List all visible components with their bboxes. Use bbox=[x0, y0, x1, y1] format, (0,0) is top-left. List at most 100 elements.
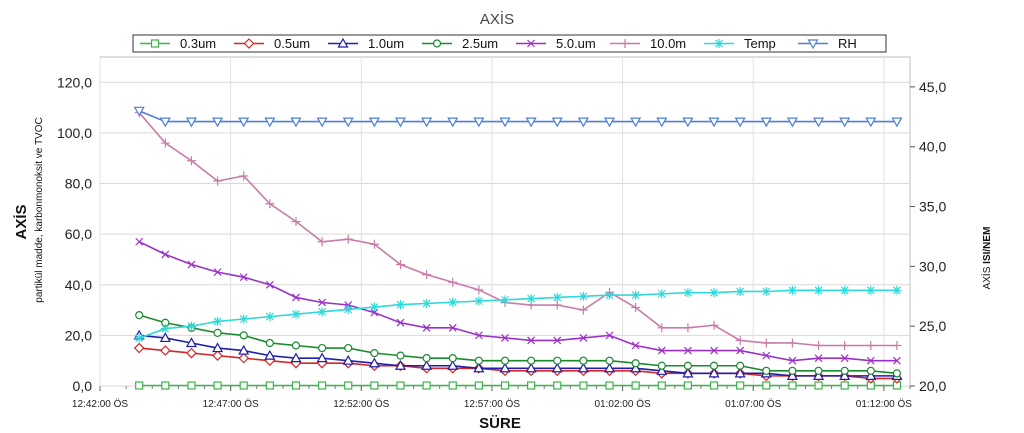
data-point-10-0m bbox=[343, 234, 353, 244]
data-point-5-0-um bbox=[527, 336, 536, 345]
series-10-0m bbox=[134, 108, 902, 351]
legend-marker-2-5um bbox=[432, 39, 442, 48]
data-point-rh bbox=[525, 117, 537, 128]
chart-title: AXİS bbox=[480, 10, 514, 28]
svg-text:5.0.um: 5.0.um bbox=[556, 36, 596, 51]
y-axis-title: AXİS bbox=[13, 204, 30, 239]
data-point-2-5um bbox=[762, 366, 771, 375]
data-point-10-0m bbox=[840, 341, 850, 351]
data-point-1-0um bbox=[865, 370, 877, 380]
data-point-5-0-um bbox=[370, 308, 379, 317]
data-point-10-0m bbox=[186, 156, 196, 166]
data-point-temp bbox=[265, 312, 275, 322]
data-point-temp bbox=[866, 285, 876, 295]
data-point-5-0-um bbox=[501, 333, 509, 342]
data-point-0-3um bbox=[265, 381, 274, 390]
data-point-5-0-um bbox=[265, 280, 274, 289]
data-point-temp bbox=[552, 292, 562, 302]
data-point-2-5um bbox=[579, 356, 588, 365]
svg-text:Temp: Temp bbox=[744, 36, 776, 51]
legend-item-5.0.um: 5.0.um bbox=[516, 36, 596, 51]
data-point-temp bbox=[160, 324, 170, 334]
data-point-0-3um bbox=[448, 381, 457, 390]
data-point-5-0-um bbox=[814, 354, 823, 363]
data-point-0-3um bbox=[422, 381, 431, 390]
y-axis-sublabel: partikül madde, karbonmonoksit ve TVOC bbox=[34, 117, 45, 302]
data-point-10-0m bbox=[265, 199, 275, 209]
x-tick-label: 12:42:00 ÖS bbox=[72, 398, 128, 410]
data-point-5-0-um bbox=[736, 346, 745, 355]
data-point-rh bbox=[238, 117, 250, 128]
data-point-1-0um bbox=[368, 357, 380, 368]
data-point-1-0um bbox=[839, 370, 851, 380]
data-point-10-0m bbox=[787, 338, 797, 348]
data-point-rh bbox=[865, 117, 877, 128]
data-point-0-3um bbox=[239, 381, 248, 390]
data-point-temp bbox=[134, 333, 144, 343]
data-point-temp bbox=[787, 285, 797, 295]
data-point-2-5um bbox=[370, 349, 379, 358]
data-point-5-0-um bbox=[161, 250, 170, 259]
data-point-2-5um bbox=[683, 361, 693, 370]
data-point-10-0m bbox=[160, 138, 170, 148]
svg-text:0.3um: 0.3um bbox=[180, 36, 216, 51]
data-point-rh bbox=[603, 117, 616, 128]
data-point-rh bbox=[421, 117, 433, 128]
data-point-temp bbox=[892, 285, 902, 295]
data-point-rh bbox=[682, 117, 694, 128]
data-point-rh bbox=[551, 117, 563, 128]
y-axis-label: AXİS bbox=[13, 204, 30, 239]
data-point-10-0m bbox=[239, 171, 249, 181]
data-point-0-3um bbox=[370, 381, 379, 390]
data-point-temp bbox=[448, 297, 458, 307]
data-point-5-0-um bbox=[318, 298, 327, 307]
data-point-2-5um bbox=[605, 356, 614, 365]
data-point-0-3um bbox=[605, 381, 614, 390]
data-point-2-5um bbox=[265, 338, 274, 348]
data-point-1-0um bbox=[473, 362, 485, 373]
x-tick-label: 01:07:00 ÖS bbox=[725, 398, 781, 410]
data-point-2-5um bbox=[213, 328, 222, 337]
data-point-temp bbox=[605, 290, 615, 300]
data-point-10-0m bbox=[369, 239, 379, 249]
y2-tick-label: 35,0 bbox=[919, 199, 946, 215]
data-point-0-3um bbox=[213, 381, 222, 390]
x-tick-label: 12:57:00 ÖS bbox=[464, 398, 520, 410]
data-point-rh bbox=[185, 117, 197, 128]
data-point-10-0m bbox=[552, 300, 562, 310]
data-point-10-0m bbox=[761, 338, 771, 348]
data-point-0-3um bbox=[683, 381, 693, 390]
data-point-0-3um bbox=[762, 381, 771, 390]
x-tick-label: 12:52:00 ÖS bbox=[333, 398, 389, 410]
data-point-temp bbox=[474, 296, 484, 306]
data-point-10-0m bbox=[657, 323, 667, 333]
data-point-0-5um bbox=[238, 352, 250, 364]
data-point-5-0-um bbox=[683, 346, 692, 355]
series-line-rh bbox=[138, 110, 897, 123]
data-point-10-0m bbox=[866, 341, 876, 351]
data-point-1-0um bbox=[394, 360, 407, 370]
y2-tick-label: 25,0 bbox=[919, 318, 946, 334]
data-point-rh bbox=[212, 117, 224, 128]
y2-tick-label: 45,0 bbox=[919, 79, 946, 95]
data-point-0-5um bbox=[186, 347, 197, 359]
y2-tick-label: 20,0 bbox=[919, 378, 946, 394]
legend-marker-rh bbox=[807, 39, 819, 50]
data-point-temp bbox=[683, 288, 693, 298]
data-point-rh bbox=[656, 117, 668, 128]
data-point-2-5um bbox=[657, 361, 666, 370]
legend-marker-temp bbox=[714, 39, 724, 48]
data-point-5-0-um bbox=[553, 336, 562, 345]
series-line-5-0-um bbox=[138, 241, 897, 362]
data-point-temp bbox=[500, 295, 510, 305]
x-tick-label: 01:02:00 ÖS bbox=[595, 398, 651, 410]
data-point-0-3um bbox=[553, 381, 562, 390]
data-point-10-0m bbox=[395, 260, 405, 270]
data-point-1-0um bbox=[264, 349, 276, 360]
data-point-1-0um bbox=[525, 362, 537, 373]
data-point-2-5um bbox=[500, 356, 510, 365]
data-point-10-0m bbox=[317, 237, 327, 247]
data-point-5-0-um bbox=[840, 354, 849, 363]
data-point-10-0m bbox=[892, 341, 902, 351]
data-point-5-0-um bbox=[893, 356, 901, 365]
